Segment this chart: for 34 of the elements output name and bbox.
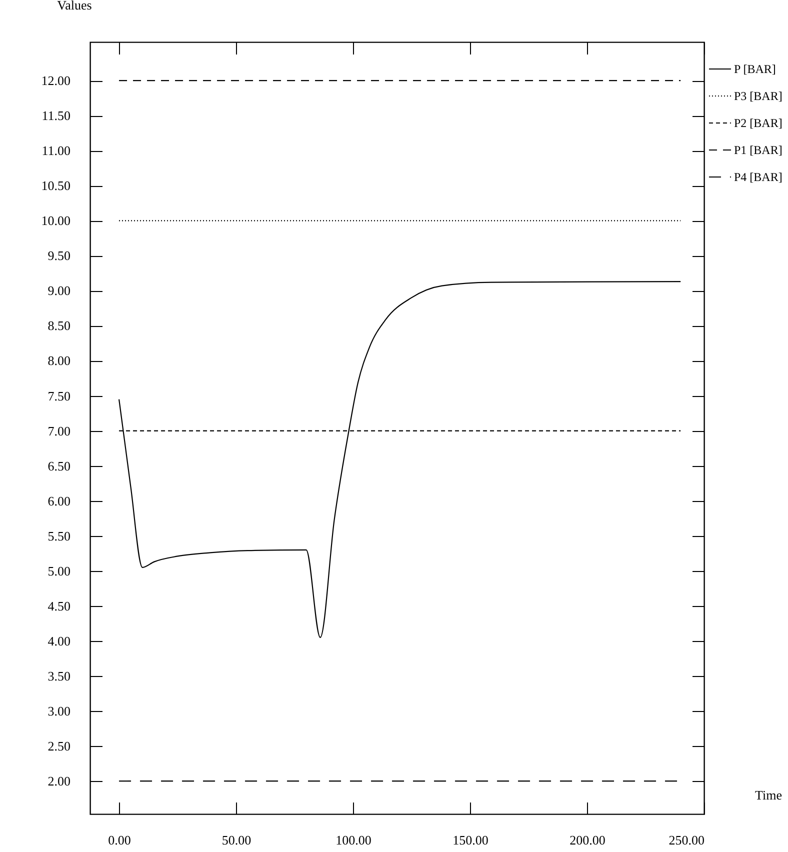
y-tick-label: 6.00 [48, 493, 70, 508]
y-tick-label: 4.50 [48, 598, 70, 614]
y-tick-label: 8.00 [48, 353, 70, 368]
y-axis-title: Values [57, 0, 92, 12]
legend-label: P3 [BAR] [734, 89, 782, 103]
y-tick-label: 4.00 [48, 633, 70, 648]
y-tick-label: 10.00 [41, 213, 70, 228]
y-tick-label: 6.50 [48, 458, 70, 474]
y-tick-label: 7.00 [48, 423, 70, 438]
y-tick-label: 5.00 [48, 563, 70, 578]
y-tick-label: 2.00 [48, 774, 70, 789]
y-tick-label: 9.50 [48, 248, 70, 264]
x-tick-label: 250.00 [668, 832, 704, 848]
legend-label: P4 [BAR] [734, 170, 782, 184]
y-tick-label: 3.00 [48, 704, 70, 719]
x-tick-label: 150.00 [452, 832, 488, 848]
y-tick-label: 3.50 [48, 668, 70, 684]
y-tick-label: 5.50 [48, 528, 70, 544]
x-tick-label: 100.00 [336, 832, 372, 848]
legend-label: P [BAR] [734, 62, 776, 76]
x-tick-label: 200.00 [570, 832, 606, 848]
y-tick-label: 11.00 [42, 143, 70, 158]
legend-label: P1 [BAR] [734, 143, 782, 157]
y-tick-label: 11.50 [42, 108, 70, 124]
y-tick-label: 9.00 [48, 283, 70, 298]
y-tick-label: 12.00 [41, 73, 70, 88]
x-tick-label: 0.00 [108, 832, 131, 848]
y-tick-label: 10.50 [41, 178, 70, 194]
x-tick-label: 50.00 [222, 832, 252, 848]
y-tick-label: 8.50 [48, 318, 70, 334]
legend-label: P2 [BAR] [734, 116, 782, 130]
x-axis-title: Time [755, 788, 782, 802]
y-tick-label: 2.50 [48, 738, 70, 754]
y-tick-label: 7.50 [48, 388, 70, 404]
